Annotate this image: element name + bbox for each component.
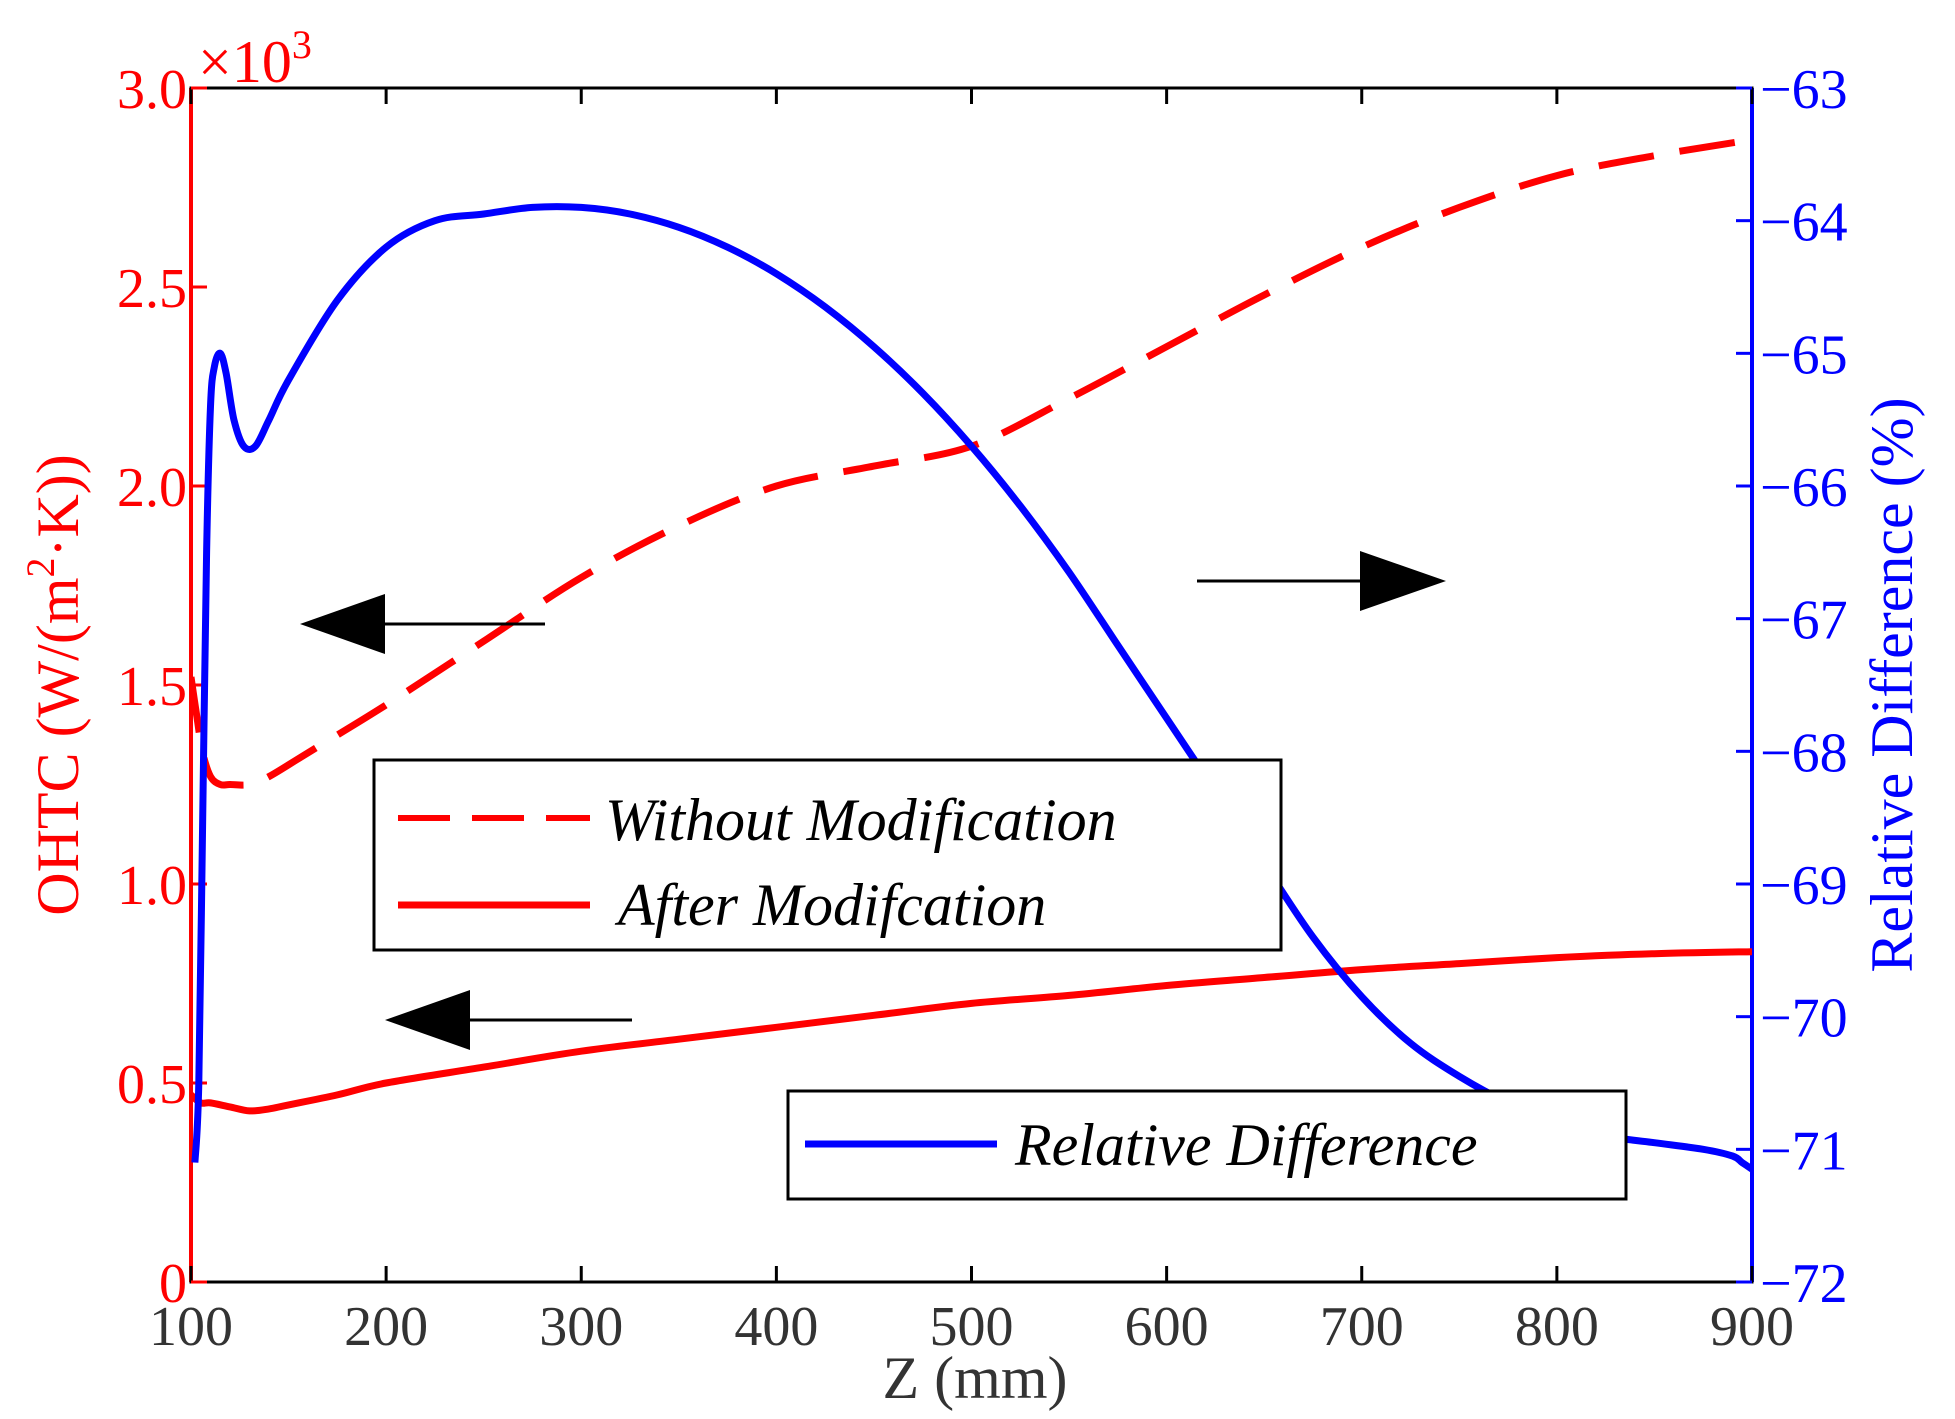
y-left-tick-label: 2.5 (117, 258, 187, 320)
x-tick-label: 500 (930, 1296, 1014, 1358)
arrow-left-lower (385, 990, 632, 1050)
y-right-tick-label: −69 (1760, 855, 1848, 917)
x-tick-label: 600 (1125, 1296, 1209, 1358)
y-right-tick-label: −65 (1760, 324, 1848, 386)
series-line-after-modifcation (191, 948, 1752, 1115)
series-line-without-modification (191, 136, 1752, 789)
y-left-axis-title: OHTC (W/(m2·K)) (18, 454, 91, 916)
y-right-tick-label: −63 (1760, 59, 1848, 121)
x-tick-label: 900 (1710, 1296, 1794, 1358)
y-left-tick-label: 2.0 (117, 457, 187, 519)
y-right-tick-label: −72 (1760, 1253, 1848, 1315)
y-right-tick-label: −70 (1760, 988, 1848, 1050)
arrow-left-upper (300, 594, 545, 654)
legend-label-relative-difference: Relative Difference (1014, 1112, 1478, 1178)
legend-right-axis: Relative Difference (786, 1089, 1628, 1201)
y-left-tick-label: 1.0 (117, 855, 187, 917)
y-right-tick-label: −67 (1760, 590, 1848, 652)
legend-box (372, 758, 1283, 952)
legend-label-after-modifcation: After Modifcation (614, 872, 1046, 938)
legend-left-axis: Without Modification After Modifcation (372, 758, 1283, 952)
x-tick-label: 100 (149, 1296, 233, 1358)
y-left-tick-label: 1.5 (117, 656, 187, 718)
y-right-tick-label: −66 (1760, 457, 1848, 519)
x-tick-label: 200 (344, 1296, 428, 1358)
x-tick-label: 300 (539, 1296, 623, 1358)
y-left-tick-label: 3.0 (117, 59, 187, 121)
series-line-relative-difference (191, 203, 1752, 1173)
y-right-axis-title: Relative Difference (%) (1859, 397, 1925, 972)
y-right-tick-label: −68 (1760, 722, 1848, 784)
y-right-tick-label: −64 (1760, 192, 1848, 254)
y-left-tick-label: 0 (159, 1253, 187, 1315)
arrow-right (1197, 551, 1446, 611)
y-left-multiplier: ×103 (198, 22, 312, 95)
y-left-tick-label: 0.5 (117, 1054, 187, 1116)
x-tick-label: 400 (734, 1296, 818, 1358)
x-tick-label: 800 (1515, 1296, 1599, 1358)
legend-label-without-modification: Without Modification (605, 787, 1117, 853)
y-right-tick-label: −71 (1760, 1120, 1848, 1182)
x-tick-label: 700 (1320, 1296, 1404, 1358)
x-axis-title: Z (mm) (883, 1345, 1068, 1411)
